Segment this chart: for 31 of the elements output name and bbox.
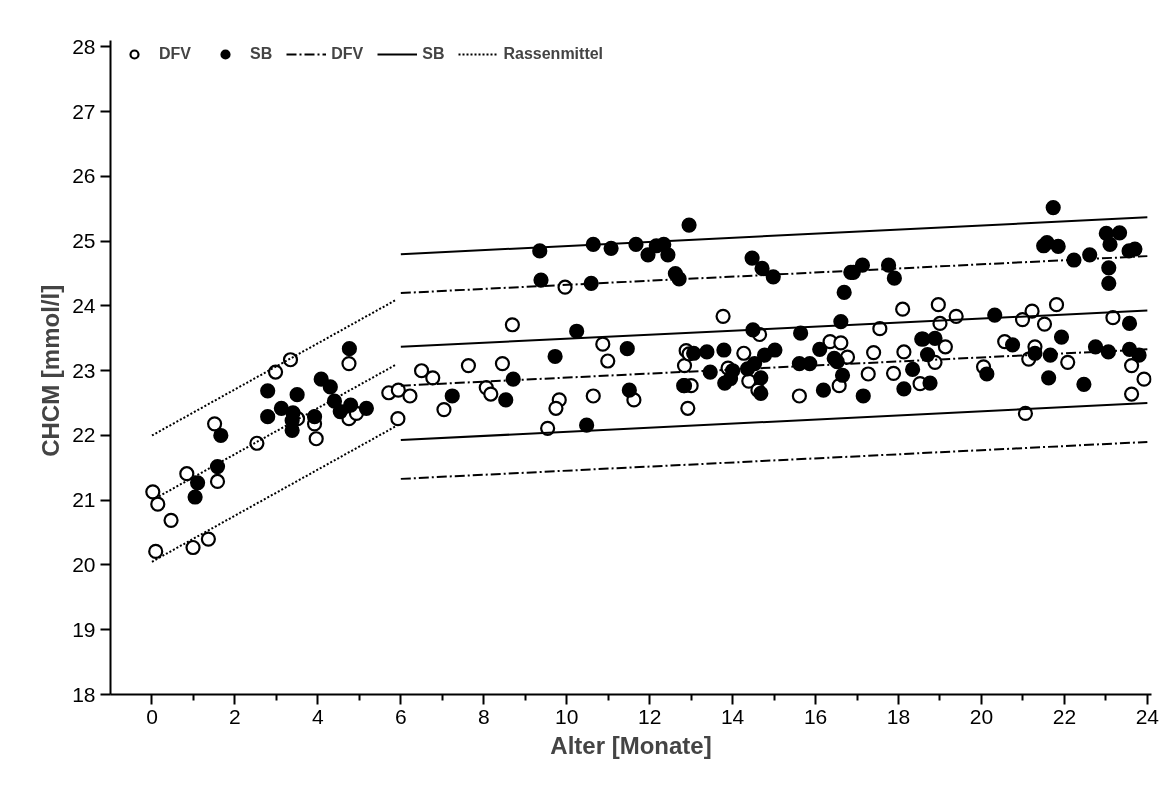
y-tick-label: 28 [72,34,96,58]
y-tick-label: 21 [72,488,96,512]
legend-label: SB [422,45,445,63]
y-tick-label: 23 [72,358,96,382]
y-tick-label: 26 [72,164,96,188]
x-tick-label: 16 [803,704,828,728]
y-tick-label: 18 [72,682,96,706]
y-tick-label: 24 [72,293,96,317]
x-tick-label: 18 [886,704,911,728]
y-tick-label: 20 [72,553,96,576]
x-axis-title: Alter [Monate] [550,731,712,759]
y-tick-label: 25 [72,229,96,253]
x-tick-label: 8 [477,704,490,728]
x-tick-label: 24 [1135,704,1160,728]
x-tick-label: 2 [229,704,241,728]
y-tick-label: 19 [72,617,96,641]
x-tick-label: 22 [1052,704,1077,728]
x-tick-label: 14 [720,704,745,728]
legend-label: SB [250,45,273,63]
y-tick-label: 27 [72,99,96,123]
x-tick-label: 6 [394,704,407,728]
legend-label: DFV [331,45,364,63]
x-tick-label: 10 [555,704,579,728]
y-tick-label: 22 [72,423,96,447]
x-tick-label: 4 [312,704,325,728]
x-tick-label: 0 [146,704,158,728]
legend-label: DFV [159,45,191,63]
x-tick-label: 12 [637,704,662,728]
x-tick-label: 20 [969,704,994,728]
legend-label: Rassenmittel [503,45,604,63]
y-axis-title: CHCM [mmol/l] [37,284,65,457]
